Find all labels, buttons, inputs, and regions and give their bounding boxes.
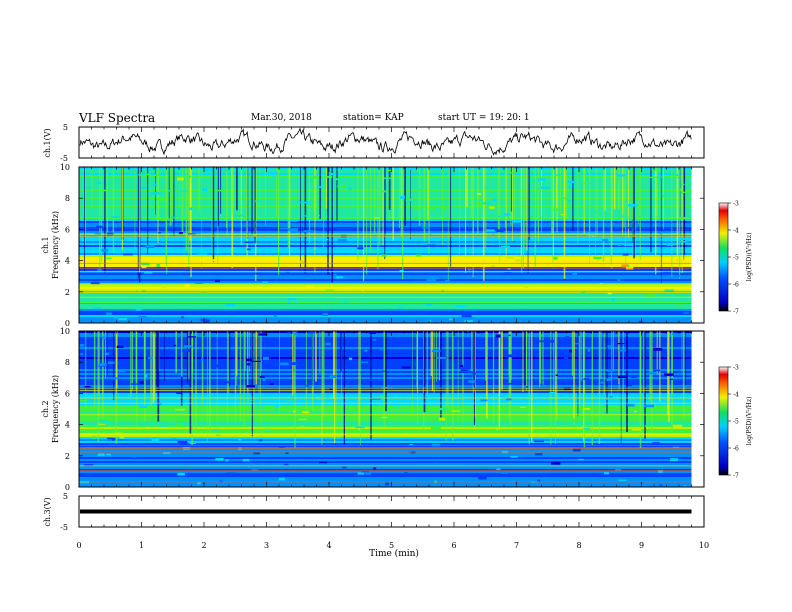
ch1-ytick-bottom: -5 [60, 154, 68, 163]
frequency-tick-label: 2 [65, 452, 70, 461]
colorbar-tick-label: -5 [733, 419, 739, 426]
frequency-tick-label: 8 [65, 358, 70, 367]
station-label: station= KAP [343, 113, 404, 123]
axis-ticks [78, 127, 705, 527]
time-axis-label: Time (min) [369, 548, 419, 559]
time-tick-label: 2 [201, 541, 206, 550]
frequency-tick-label: 0 [65, 483, 70, 492]
colorbar-tick-label: -4 [733, 392, 739, 399]
ch1-waveform-trace [79, 127, 692, 156]
colorbar-tick-label: -3 [733, 201, 739, 208]
ch2-channel-label: ch.2 [41, 400, 50, 417]
ch2-frequency-ticklabels: 0 2 4 6 8 10 [60, 327, 70, 492]
ch2-colorbar-label: log(PSD)(V²/Hz) [746, 397, 753, 446]
time-tick-label: 4 [326, 541, 331, 550]
frequency-tick-label: 10 [60, 163, 70, 172]
colorbar-tick-label: -7 [733, 309, 739, 316]
colorbar-tick-label: -4 [733, 228, 739, 235]
ch2-frequency-label: Frequency (kHz) [51, 375, 60, 443]
ch3-ytick-bottom: -5 [60, 523, 68, 532]
start-time-label: start UT = 19: 20: 1 [438, 113, 530, 123]
ch1-frequency-ticklabels: 0 2 4 6 8 10 [60, 163, 70, 328]
colorbar-tick-label: -3 [733, 365, 739, 372]
colorbar-tick-label: -6 [733, 446, 739, 453]
time-tick-label: 1 [139, 541, 144, 550]
frequency-tick-label: 0 [65, 319, 70, 328]
time-tick-label: 8 [576, 541, 581, 550]
time-axis-ticklabels: 0 1 2 3 4 5 6 7 8 9 10 [76, 541, 709, 550]
ch2-colorbar: -3 -4 -5 -6 -7 log(PSD)(V²/Hz) [718, 365, 753, 480]
frequency-tick-label: 4 [65, 421, 70, 430]
ch1-frequency-label: Frequency (kHz) [51, 211, 60, 279]
ch1-spectrogram [79, 167, 704, 323]
time-tick-label: 3 [264, 541, 269, 550]
date-label: Mar.30, 2018 [251, 113, 312, 123]
frequency-tick-label: 8 [65, 194, 70, 203]
ch1-waveform-ylabel: ch.1(V) [43, 128, 52, 157]
colorbar-tick-label: -7 [733, 473, 739, 480]
ch1-ytick-top: 5 [63, 123, 68, 132]
figure-title: VLF Spectra [79, 111, 156, 125]
colorbar-tick-label: -6 [733, 282, 739, 289]
ch1-waveform-line [79, 127, 692, 156]
ch1-colorbar-label: log(PSD)(V²/Hz) [746, 233, 753, 282]
time-tick-label: 0 [76, 541, 81, 550]
ch1-colorbar: -3 -4 -5 -6 -7 log(PSD)(V²/Hz) [718, 201, 753, 316]
ch3-waveform-ylabel: ch.3(V) [43, 497, 52, 526]
time-tick-label: 9 [639, 541, 644, 550]
time-tick-label: 10 [699, 541, 709, 550]
frequency-tick-label: 2 [65, 288, 70, 297]
time-tick-label: 7 [514, 541, 519, 550]
frequency-tick-label: 4 [65, 257, 70, 266]
colorbar-tick-label: -5 [733, 255, 739, 262]
frequency-tick-label: 10 [60, 327, 70, 336]
time-tick-label: 6 [451, 541, 456, 550]
ch3-ytick-top: 5 [63, 492, 68, 501]
ch1-channel-label: ch.1 [41, 236, 50, 253]
time-tick-label: 5 [389, 541, 394, 550]
frequency-tick-label: 6 [65, 389, 70, 398]
ch2-spectrogram [79, 331, 704, 487]
frequency-tick-label: 6 [65, 225, 70, 234]
